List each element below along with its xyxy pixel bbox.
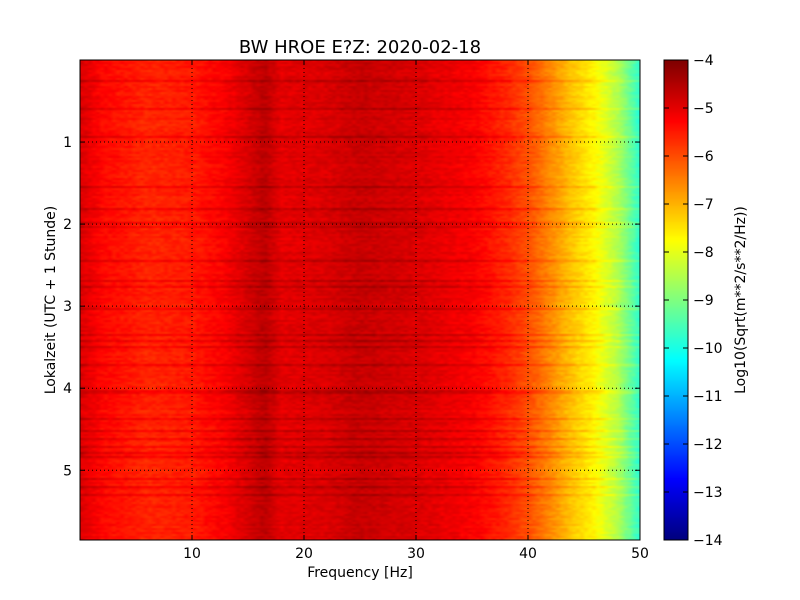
- plot-area: 10 20 30 40 50 1 2 3 4 5: [63, 59, 649, 562]
- chart-title: BW HROE E?Z: 2020-02-18: [239, 37, 481, 58]
- y-axis-ticks: 1 2 3 4 5: [63, 135, 640, 479]
- x-tick-label: 10: [183, 546, 201, 562]
- y-axis-label: Lokalzeit (UTC + 1 Stunde): [43, 206, 59, 395]
- y-tick-label: 4: [63, 381, 72, 397]
- colorbar-tick-label: −4: [693, 53, 714, 69]
- colorbar-tick-label: −13: [693, 485, 723, 501]
- colorbar-tick-label: −7: [693, 197, 714, 213]
- y-tick-label: 1: [63, 135, 72, 151]
- colorbar: −4 −5 −6 −7 −8 −9 −10 −11 −12 −13 −14: [663, 53, 723, 549]
- colorbar-tick-label: −14: [693, 533, 723, 549]
- colorbar-tick-label: −8: [693, 245, 714, 261]
- x-tick-label: 30: [407, 546, 425, 562]
- colorbar-tick-label: −6: [693, 149, 714, 165]
- colorbar-label: Log10(Sqrt(m**2/s**2/Hz)): [733, 206, 749, 394]
- colorbar-ticks: −4 −5 −6 −7 −8 −9 −10 −11 −12 −13 −14: [664, 53, 723, 549]
- colorbar-tick-label: −9: [693, 293, 714, 309]
- colorbar-tick-label: −12: [693, 437, 723, 453]
- y-tick-label: 2: [63, 217, 72, 233]
- y-tick-label: 3: [63, 299, 72, 315]
- plot-frame: [79, 59, 641, 541]
- colorbar-tick-label: −11: [693, 389, 723, 405]
- x-tick-label: 20: [295, 546, 313, 562]
- x-axis-label: Frequency [Hz]: [307, 565, 413, 581]
- x-axis-ticks: 10 20 30 40 50: [183, 60, 649, 562]
- colorbar-tick-label: −5: [693, 101, 714, 117]
- grid-lines: [80, 60, 640, 540]
- y-tick-label: 5: [63, 463, 72, 479]
- x-tick-label: 50: [631, 546, 649, 562]
- spectrogram-heatmap: [80, 60, 640, 540]
- colorbar-tick-label: −10: [693, 341, 723, 357]
- x-tick-label: 40: [519, 546, 537, 562]
